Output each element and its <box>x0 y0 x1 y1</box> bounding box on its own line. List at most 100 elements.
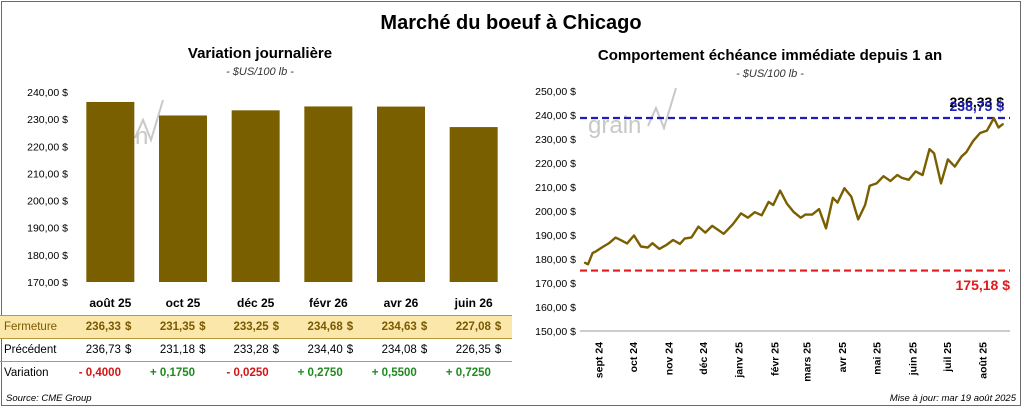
price-point <box>633 234 635 237</box>
table-cell: 236,33 <box>68 315 123 339</box>
table-cell: - 0,4000 <box>78 367 121 379</box>
price-point <box>928 148 931 150</box>
price-point <box>947 158 949 161</box>
table-cell: - 0,0250 <box>226 367 269 379</box>
price-point <box>965 151 968 153</box>
price-point <box>793 211 795 213</box>
price-point <box>843 187 846 189</box>
price-point <box>754 211 756 213</box>
line-chart-title: Comportement échéance immédiate depuis 1… <box>597 47 943 64</box>
price-point <box>914 170 917 173</box>
main-title: Marché du boeuf à Chicago <box>380 12 642 34</box>
currency-symbol <box>123 362 142 385</box>
watermark-mark <box>647 87 677 132</box>
price-point <box>786 203 788 205</box>
watermark-text: grain <box>588 112 641 139</box>
price-point <box>740 212 742 215</box>
price-point <box>583 261 586 264</box>
price-point <box>972 140 974 142</box>
line-y-tick-label: 240,00 $ <box>535 110 576 122</box>
price-point <box>921 174 924 176</box>
price-point <box>889 180 892 182</box>
line-x-tick-label: oct 24 <box>628 342 640 373</box>
price-point <box>864 204 866 206</box>
table-cell: + 0,1750 <box>149 367 196 379</box>
price-point <box>799 216 802 219</box>
price-point <box>640 245 642 248</box>
bar-y-tick-label: 220,00 $ <box>27 141 68 153</box>
line-y-tick-label: 210,00 $ <box>535 182 576 194</box>
currency-symbol <box>197 362 216 385</box>
price-point <box>993 117 995 119</box>
row-label: Précédent <box>0 338 69 362</box>
close-row: Fermeture 236,33 $231,35 $233,25 $234,68 $234… <box>0 315 512 339</box>
table-cell: 236,73 <box>68 338 123 362</box>
currency-symbol <box>493 362 512 385</box>
price-point <box>607 242 610 245</box>
price-point <box>850 195 853 198</box>
currency-symbol: $ <box>418 338 438 362</box>
line-y-tick-label: 180,00 $ <box>535 254 576 266</box>
row-label: Fermeture <box>0 315 69 339</box>
price-point <box>811 213 813 216</box>
last-price-label: 236,33 $ <box>950 94 1005 110</box>
line-y-tick-label: 160,00 $ <box>535 302 576 314</box>
price-point <box>772 204 774 206</box>
price-point <box>587 263 589 266</box>
update-note: Mise à jour: mar 19 août 2025 <box>889 393 1016 404</box>
table-cell: 226,35 <box>437 338 493 362</box>
bar-2 <box>231 110 280 282</box>
price-point <box>818 208 820 210</box>
price-point <box>954 165 956 168</box>
line-x-tick-label: déc 24 <box>698 342 710 375</box>
price-point <box>647 246 649 249</box>
line-x-tick-label: nov 24 <box>664 342 676 375</box>
line-x-tick-label: mai 25 <box>872 342 884 375</box>
table-cell: 233,28 <box>216 338 271 362</box>
bar-y-tick-label: 180,00 $ <box>27 250 68 262</box>
price-point <box>908 179 910 181</box>
quotes-table: Fermeture 236,33 $231,35 $233,25 $234,68 $234… <box>0 315 512 384</box>
currency-symbol: $ <box>344 315 364 339</box>
price-point <box>591 252 594 254</box>
table-cell: 234,63 <box>363 315 419 339</box>
price-point <box>1002 123 1004 125</box>
price-point <box>857 218 859 221</box>
price-point <box>704 231 707 234</box>
bar-y-tick-label: 170,00 $ <box>27 277 68 289</box>
currency-symbol <box>345 362 364 385</box>
line-y-tick-label: 170,00 $ <box>535 278 576 290</box>
bar-1 <box>159 115 207 282</box>
price-point <box>690 236 693 239</box>
table-cell: + 0,5500 <box>371 367 417 379</box>
price-point <box>665 244 667 246</box>
price-point <box>901 177 903 179</box>
line-y-tick-label: 220,00 $ <box>535 158 576 170</box>
line-x-tick-label: juil 25 <box>942 342 954 373</box>
line-y-tick-label: 250,00 $ <box>535 86 576 98</box>
price-point <box>804 213 807 216</box>
price-point <box>697 225 700 228</box>
bar-4 <box>377 106 425 282</box>
bar-y-tick-label: 190,00 $ <box>27 223 68 235</box>
currency-symbol: $ <box>270 338 290 362</box>
price-series-line <box>584 116 1004 266</box>
line-x-tick-label: janv 25 <box>734 342 746 379</box>
price-point <box>868 185 871 187</box>
price-point <box>986 129 988 132</box>
price-point <box>626 242 628 245</box>
line-x-tick-label: août 25 <box>977 342 989 379</box>
price-point <box>997 126 1000 129</box>
price-point <box>836 201 839 204</box>
bar-y-tick-label: 210,00 $ <box>27 168 68 180</box>
table-cell: + 0,7250 <box>445 367 491 379</box>
price-point <box>882 175 885 177</box>
currency-symbol: $ <box>492 315 512 339</box>
line-x-tick-label: mars 25 <box>801 342 813 382</box>
currency-symbol: $ <box>492 338 512 362</box>
table-cell: 234,40 <box>289 338 345 362</box>
price-point <box>716 228 718 230</box>
line-x-tick-label: juin 25 <box>907 342 919 376</box>
source-note: Source: CME Group <box>6 393 92 404</box>
